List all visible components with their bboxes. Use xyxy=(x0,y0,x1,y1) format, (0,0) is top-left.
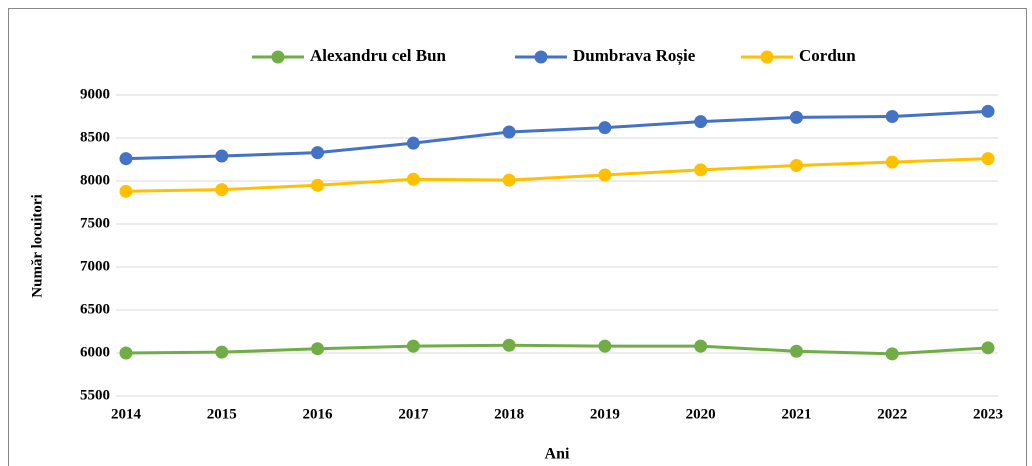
data-point xyxy=(502,125,516,139)
x-tick-label: 2014 xyxy=(111,406,142,422)
data-point xyxy=(119,152,133,166)
data-point xyxy=(885,155,899,169)
data-point xyxy=(789,110,803,124)
x-tick-label: 2017 xyxy=(398,406,429,422)
y-tick-label: 5500 xyxy=(80,387,110,403)
data-point xyxy=(502,338,516,352)
data-point xyxy=(789,159,803,173)
data-point xyxy=(981,104,995,118)
legend-label: Dumbrava Roșie xyxy=(573,46,696,66)
data-point xyxy=(981,152,995,166)
series-line xyxy=(125,343,989,356)
data-point xyxy=(789,344,803,358)
chart-border xyxy=(8,8,1027,466)
y-tick-label: 8500 xyxy=(80,129,110,145)
x-tick-label: 2019 xyxy=(590,406,620,422)
data-point xyxy=(311,342,325,356)
legend-marker xyxy=(534,50,548,64)
y-tick-label: 6500 xyxy=(80,301,110,317)
data-point xyxy=(215,345,229,359)
data-point xyxy=(694,339,708,353)
x-tick-label: 2016 xyxy=(303,406,334,422)
y-tick-label: 6000 xyxy=(80,344,110,360)
y-tick-label: 8000 xyxy=(80,172,110,188)
data-point xyxy=(215,149,229,163)
data-point xyxy=(119,184,133,198)
y-tick-label: 7500 xyxy=(80,215,110,231)
data-point xyxy=(598,339,612,353)
x-tick-label: 2021 xyxy=(781,406,811,422)
data-point xyxy=(215,183,229,197)
x-tick-label: 2015 xyxy=(207,406,237,422)
series-line xyxy=(125,109,989,161)
series-line xyxy=(125,157,989,193)
y-tick-label: 7000 xyxy=(80,258,110,274)
x-tick-label: 2018 xyxy=(494,406,524,422)
x-tick-label: 2023 xyxy=(973,406,1003,422)
legend-label: Cordun xyxy=(799,46,856,65)
data-point xyxy=(406,136,420,150)
x-tick-label: 2020 xyxy=(686,406,716,422)
data-point xyxy=(598,121,612,135)
data-point xyxy=(311,146,325,160)
data-point xyxy=(406,172,420,186)
data-point xyxy=(885,347,899,361)
data-point xyxy=(502,173,516,187)
legend-label: Alexandru cel Bun xyxy=(310,46,447,65)
y-tick-label: 9000 xyxy=(80,86,110,102)
x-axis-label: Ani xyxy=(545,446,570,463)
data-point xyxy=(598,168,612,182)
data-point xyxy=(119,346,133,360)
data-point xyxy=(981,341,995,355)
x-tick-label: 2022 xyxy=(877,406,907,422)
data-point xyxy=(885,110,899,123)
data-point xyxy=(406,339,420,353)
legend-marker xyxy=(760,50,774,64)
data-point xyxy=(694,115,708,129)
data-point xyxy=(694,163,708,177)
y-axis-label: Număr locuitori xyxy=(29,194,45,297)
data-point xyxy=(311,178,325,192)
legend-marker xyxy=(271,50,285,64)
